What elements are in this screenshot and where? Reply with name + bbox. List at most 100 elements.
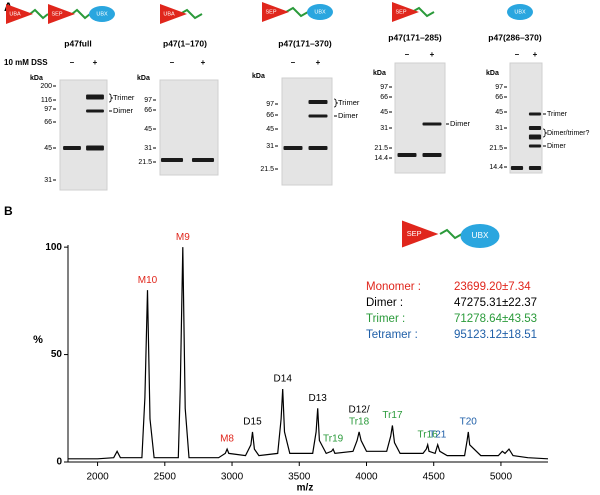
peak-label: Tr18 bbox=[349, 417, 370, 428]
band-annotation: Dimer bbox=[338, 111, 359, 120]
domain-label: UBA bbox=[163, 11, 175, 17]
peak-label: D14 bbox=[274, 374, 293, 385]
marker-label: 31 bbox=[144, 145, 152, 152]
marker-label: 21.5 bbox=[138, 159, 152, 166]
lane-label: + bbox=[93, 58, 98, 67]
peak-label: M8 bbox=[220, 434, 234, 445]
gel-band bbox=[86, 109, 104, 113]
linker bbox=[411, 6, 435, 18]
lane-label: + bbox=[316, 58, 321, 67]
peak-label: M9 bbox=[176, 232, 190, 243]
unit-label: kDa bbox=[252, 73, 265, 80]
uba-domain bbox=[160, 4, 187, 24]
unit-label: kDa bbox=[486, 70, 499, 77]
peak-label: D13 bbox=[309, 393, 328, 404]
gel-image bbox=[509, 62, 543, 174]
domain-label: UBX bbox=[472, 231, 489, 240]
marker-label: 14.4 bbox=[489, 164, 503, 171]
lane-label: – bbox=[405, 50, 410, 59]
band-annotation: Dimer bbox=[547, 143, 566, 150]
marker-label: 45 bbox=[144, 126, 152, 133]
marker-label: 21.5 bbox=[374, 145, 388, 152]
sep-domain bbox=[262, 2, 289, 22]
marker-label: 66 bbox=[495, 94, 503, 101]
gel-band bbox=[397, 153, 417, 157]
x-tick-label: 5000 bbox=[490, 472, 513, 483]
gel-title: p47(171–285) bbox=[388, 32, 442, 42]
unit-label: kDa bbox=[30, 75, 43, 82]
marker-label: 66 bbox=[380, 94, 388, 101]
x-tick-label: 3000 bbox=[221, 472, 244, 483]
mass-value: 23699.20±7.34 bbox=[454, 281, 531, 293]
linker bbox=[439, 228, 463, 240]
marker-label: 21.5 bbox=[260, 166, 274, 173]
marker-label: 45 bbox=[266, 126, 274, 133]
mass-value: 95123.12±18.51 bbox=[454, 329, 537, 341]
gel-band bbox=[63, 146, 81, 150]
domain-label: UBX bbox=[96, 11, 108, 17]
ubx-domain bbox=[460, 224, 500, 248]
panel-b-label: B bbox=[4, 204, 13, 218]
x-axis-label: m/z bbox=[297, 483, 314, 494]
uba-domain bbox=[6, 4, 33, 24]
marker-label: 31 bbox=[266, 143, 274, 150]
domain-label: SEP bbox=[265, 9, 276, 15]
ubx-domain bbox=[89, 6, 115, 22]
y-axis-label: % bbox=[33, 334, 43, 346]
gel-band bbox=[283, 146, 303, 150]
peak-label: Tr16 bbox=[418, 429, 439, 440]
linker bbox=[29, 8, 49, 20]
domain-label: UBX bbox=[314, 9, 326, 15]
gel-band bbox=[510, 166, 524, 170]
marker-label: 97 bbox=[144, 97, 152, 104]
band-annotation: Trimer bbox=[113, 93, 135, 102]
marker-label: 97 bbox=[380, 84, 388, 91]
band-annotation: Dimer bbox=[450, 119, 471, 128]
lane-label: + bbox=[533, 50, 538, 59]
lane-label: + bbox=[430, 50, 435, 59]
marker-label: 66 bbox=[44, 119, 52, 126]
marker-label: 66 bbox=[266, 112, 274, 119]
linker bbox=[285, 6, 309, 18]
gel-title: p47(286–370) bbox=[488, 32, 542, 42]
gel-band bbox=[86, 145, 104, 151]
gel-title: p47(1–170) bbox=[163, 38, 207, 48]
mass-value: 47275.31±22.37 bbox=[454, 297, 537, 309]
sep-domain bbox=[48, 4, 75, 24]
gel-band bbox=[422, 122, 442, 126]
domain-label: SEP bbox=[407, 229, 422, 238]
peak-label: Tr19 bbox=[323, 434, 344, 445]
lane-label: + bbox=[201, 58, 206, 67]
marker-label: 14.4 bbox=[374, 155, 388, 162]
marker-label: 21.5 bbox=[489, 145, 503, 152]
bracket bbox=[333, 98, 339, 108]
linker bbox=[179, 8, 203, 20]
lane-label: – bbox=[291, 58, 296, 67]
bracket bbox=[108, 93, 114, 103]
gel-band bbox=[528, 126, 542, 130]
domain-label: UBA bbox=[9, 11, 21, 17]
peak-label: T20 bbox=[460, 417, 478, 428]
gel-title: p47(171–370) bbox=[278, 38, 332, 48]
unit-label: kDa bbox=[137, 75, 150, 82]
peak-label: Tr17 bbox=[382, 410, 403, 421]
mass-value: 71278.64±43.53 bbox=[454, 313, 537, 325]
gel-band bbox=[528, 112, 542, 116]
gel-band bbox=[308, 146, 328, 150]
marker-label: 200 bbox=[40, 83, 52, 90]
marker-label: 31 bbox=[380, 125, 388, 132]
peak-label: M10 bbox=[138, 275, 158, 286]
marker-label: 45 bbox=[380, 109, 388, 116]
domain-label: SEP bbox=[51, 11, 62, 17]
y-tick-label: 0 bbox=[56, 457, 62, 468]
peak-label: D15 bbox=[243, 417, 262, 428]
gel-band bbox=[528, 144, 542, 148]
gel-image bbox=[281, 77, 333, 186]
marker-label: 66 bbox=[144, 107, 152, 114]
gel-band bbox=[528, 166, 542, 170]
gel-band bbox=[308, 100, 328, 104]
mass-name: Monomer : bbox=[366, 281, 421, 293]
spectrum-line bbox=[68, 247, 549, 460]
marker-label: 97 bbox=[266, 101, 274, 108]
